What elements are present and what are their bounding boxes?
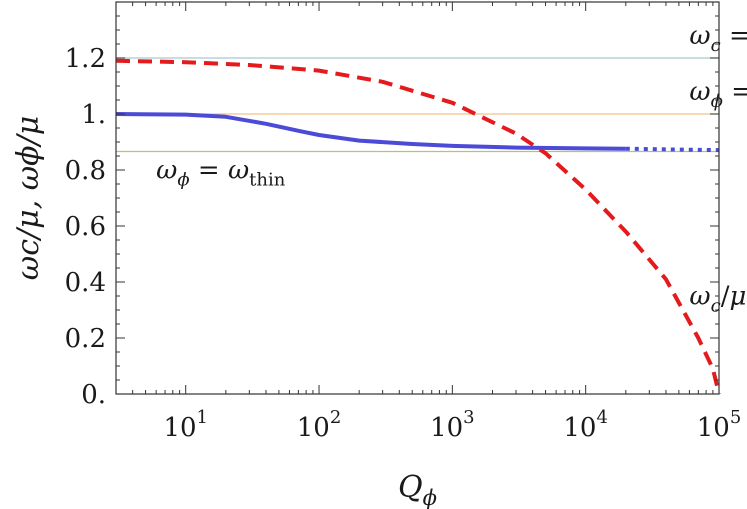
ticks bbox=[115, 1, 720, 395]
x-tick-label: 103 bbox=[430, 407, 475, 443]
annotation-0: ωc = q bbox=[689, 21, 747, 56]
series-line-0 bbox=[115, 58, 721, 395]
y-tick-label: 1. bbox=[81, 100, 106, 130]
y-tick-label: 0. bbox=[81, 380, 106, 410]
y-tick-label: 1.2 bbox=[65, 44, 106, 74]
x-tick-label: 102 bbox=[297, 407, 342, 443]
plot-frame bbox=[115, 1, 720, 395]
y-tick-label: 0.6 bbox=[65, 212, 106, 242]
annotation-2: ωϕ = ωthin bbox=[156, 155, 286, 190]
series-line-2 bbox=[625, 146, 720, 153]
tick-labels: 0. 0.2 0.4 0.6 0.8 1. 1.2 101 102 103 104 105 bbox=[65, 44, 742, 443]
y-tick-label: 0.8 bbox=[65, 156, 106, 186]
x-axis-title: Qϕ bbox=[398, 470, 437, 509]
y-tick-label: 0.4 bbox=[65, 268, 106, 298]
annotation-1: ωϕ = μ bbox=[689, 77, 747, 112]
x-tick-label: 105 bbox=[697, 407, 742, 443]
y-tick-label: 0.2 bbox=[65, 324, 106, 354]
plot-frame-rect bbox=[115, 1, 720, 395]
reference-lines bbox=[116, 57, 719, 153]
x-tick-label: 101 bbox=[163, 407, 208, 443]
y-axis-title: ωc/μ, ωϕ/μ bbox=[11, 116, 46, 280]
x-tick-label: 104 bbox=[563, 407, 608, 443]
series-layer bbox=[115, 58, 721, 395]
annotations: ωc = q ωϕ = μ ωϕ = ωthin ωc/μ bbox=[156, 21, 747, 316]
series-line-1 bbox=[115, 112, 626, 151]
annotation-3: ωc/μ bbox=[689, 281, 746, 316]
